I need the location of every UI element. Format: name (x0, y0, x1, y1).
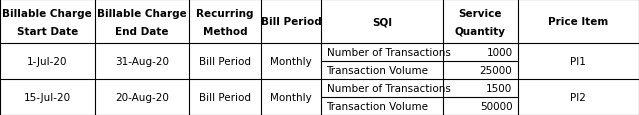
Text: Number of Transactions: Number of Transactions (327, 48, 450, 58)
Text: Bill Period: Bill Period (261, 17, 321, 27)
Text: 1500: 1500 (486, 83, 512, 93)
Text: End Date: End Date (115, 26, 169, 36)
Text: Service: Service (458, 9, 502, 19)
Text: Transaction Volume: Transaction Volume (327, 65, 429, 75)
Text: SQI: SQI (372, 17, 392, 27)
Text: Transaction Volume: Transaction Volume (327, 101, 429, 111)
Text: 50000: 50000 (480, 101, 512, 111)
Text: PI2: PI2 (571, 92, 586, 102)
Text: Monthly: Monthly (270, 92, 312, 102)
Text: 15-Jul-20: 15-Jul-20 (24, 92, 71, 102)
Text: Billable Charge: Billable Charge (97, 9, 187, 19)
Text: Price Item: Price Item (548, 17, 608, 27)
Text: Bill Period: Bill Period (199, 92, 251, 102)
Text: 25000: 25000 (480, 65, 512, 75)
Text: Number of Transactions: Number of Transactions (327, 83, 450, 93)
Text: Method: Method (203, 26, 247, 36)
Text: Start Date: Start Date (17, 26, 78, 36)
Text: Billable Charge: Billable Charge (3, 9, 92, 19)
Text: 1-Jul-20: 1-Jul-20 (27, 57, 68, 66)
Text: Recurring: Recurring (196, 9, 254, 19)
Text: Monthly: Monthly (270, 57, 312, 66)
Text: 1000: 1000 (486, 48, 512, 58)
Text: Bill Period: Bill Period (199, 57, 251, 66)
Text: Quantity: Quantity (455, 26, 505, 36)
Text: PI1: PI1 (571, 57, 586, 66)
Text: 20-Aug-20: 20-Aug-20 (115, 92, 169, 102)
Text: 31-Aug-20: 31-Aug-20 (115, 57, 169, 66)
